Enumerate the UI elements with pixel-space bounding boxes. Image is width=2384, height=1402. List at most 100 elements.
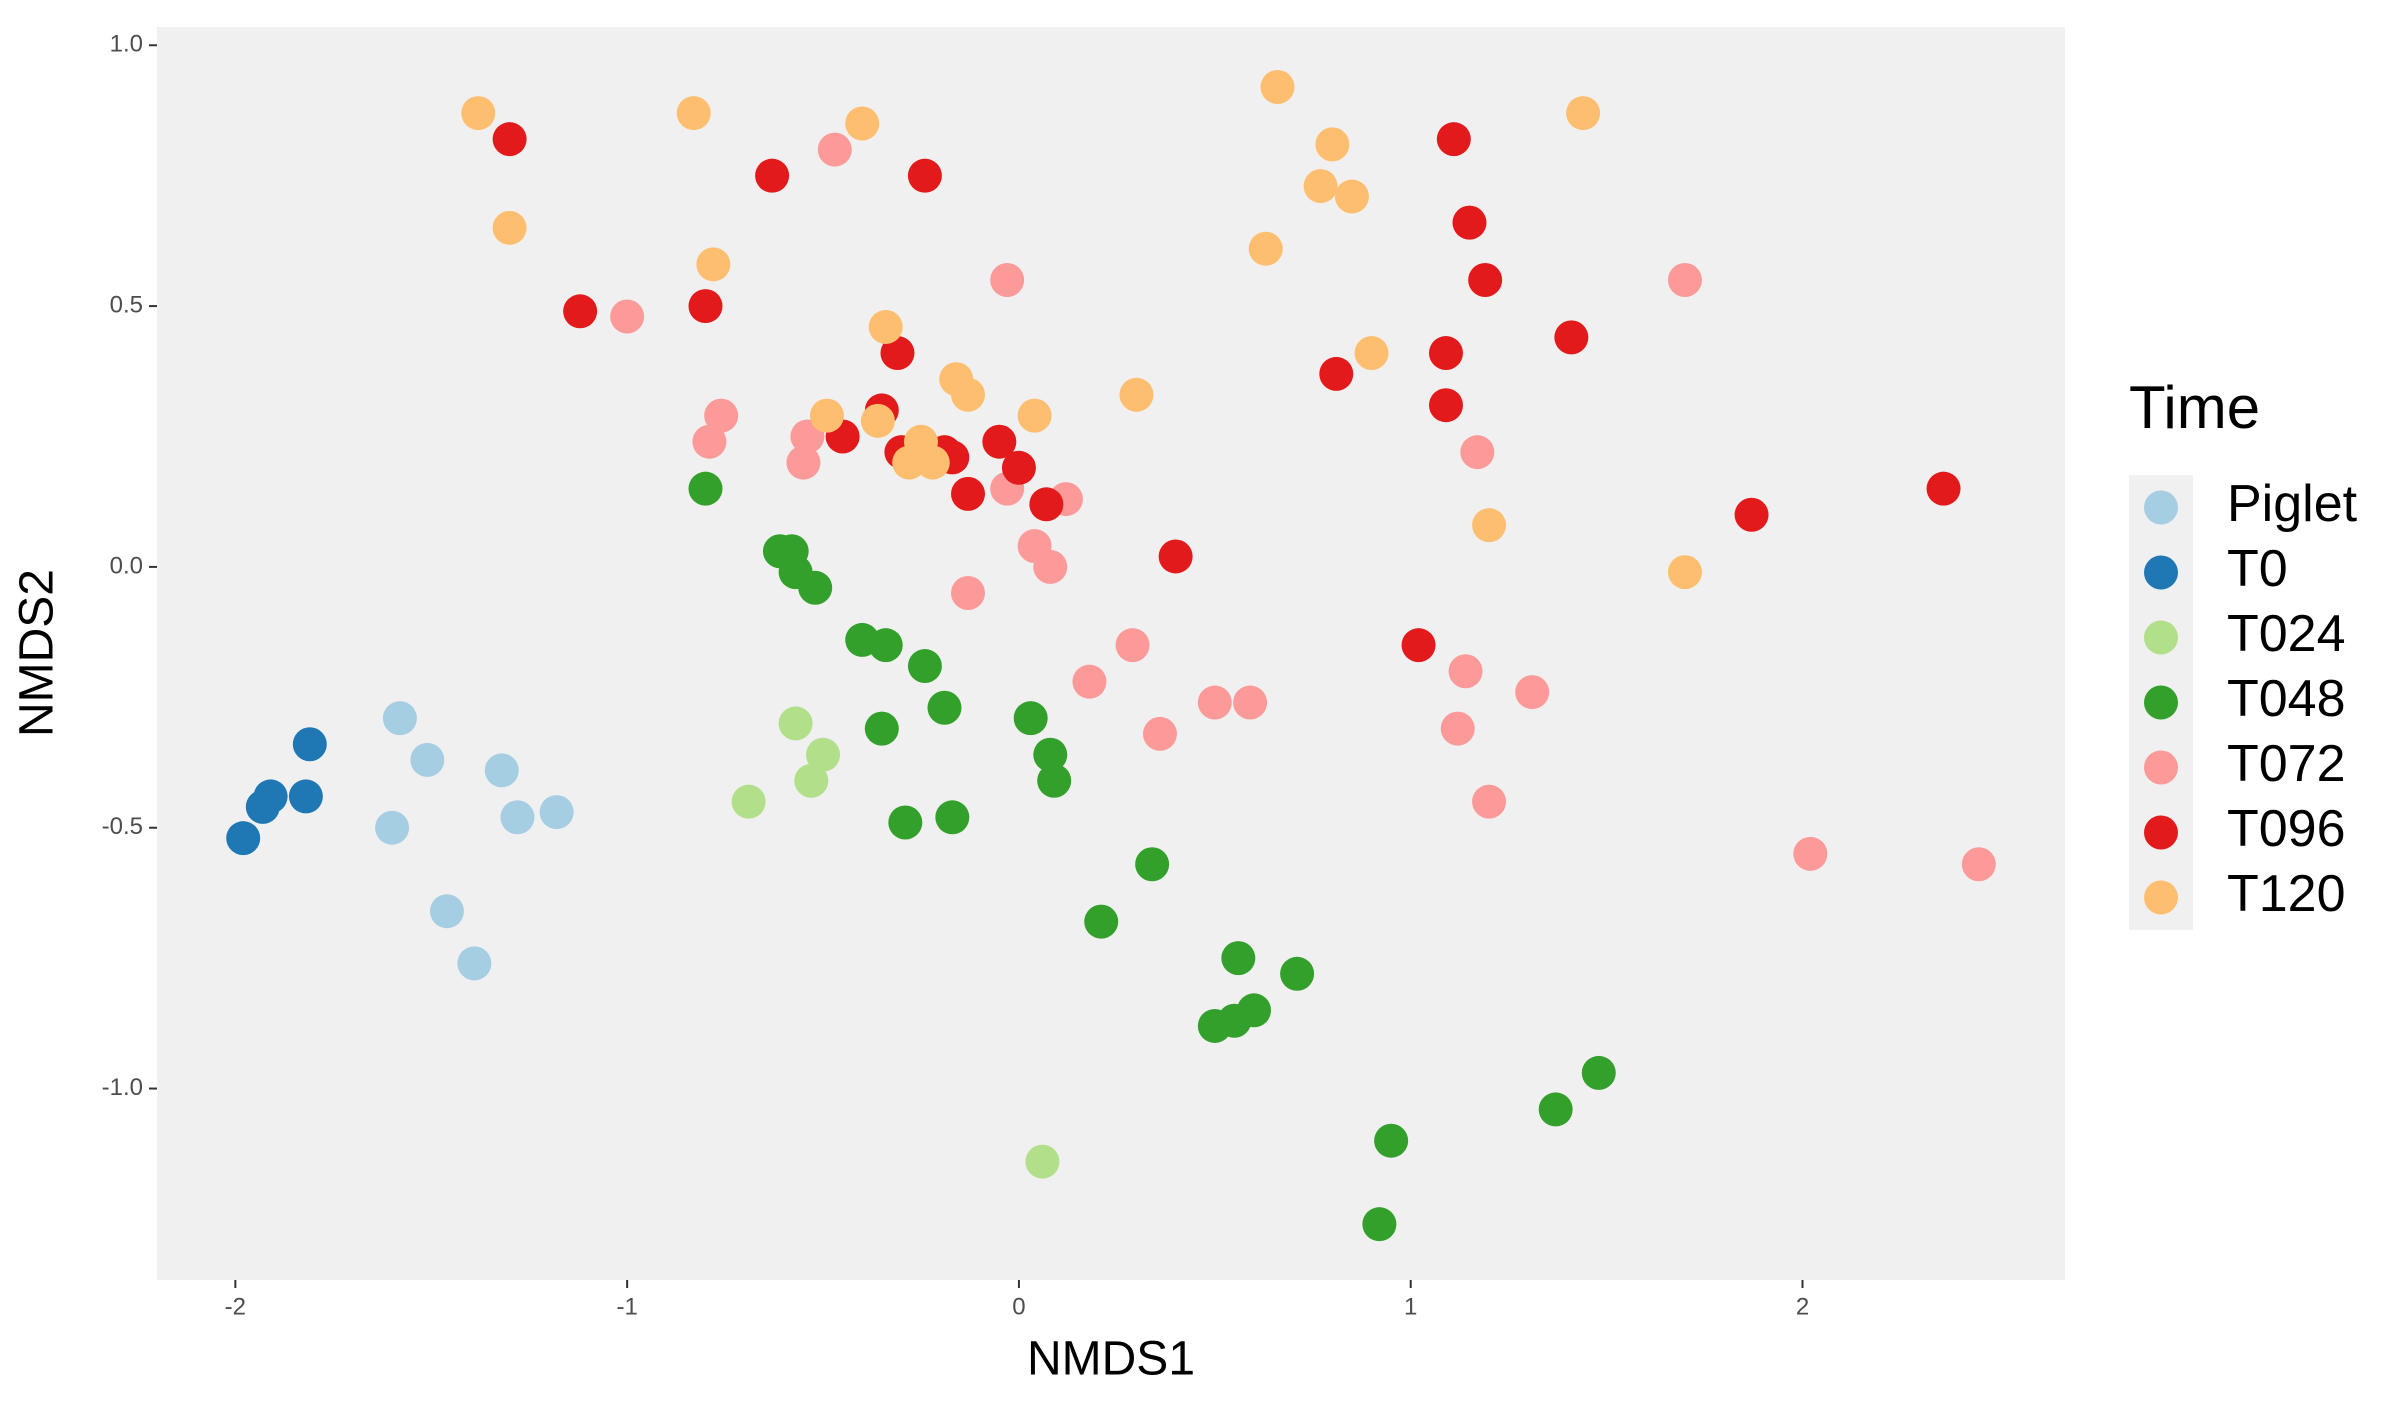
point (1033, 549, 1068, 584)
point (1135, 847, 1170, 882)
y-tick-label: 1.0 (110, 31, 143, 58)
point (731, 784, 766, 819)
point (492, 122, 527, 157)
x-tick-label: 0 (1012, 1293, 1025, 1320)
point (410, 742, 445, 777)
point (1334, 179, 1369, 214)
point (868, 628, 903, 663)
point (817, 132, 852, 167)
point (429, 894, 464, 929)
point (245, 789, 280, 824)
point (950, 575, 985, 610)
point (794, 763, 829, 798)
y-axis-title: NMDS2 (11, 569, 64, 737)
y-tick-label: 0.0 (110, 552, 143, 579)
point (226, 821, 261, 856)
point (982, 424, 1017, 459)
point (1197, 685, 1232, 720)
point (888, 805, 923, 840)
point (845, 106, 880, 141)
point (1515, 675, 1550, 710)
point (1017, 398, 1052, 433)
x-tick-label: 2 (1796, 1293, 1809, 1320)
point (1303, 169, 1338, 204)
x-axis-title: NMDS1 (1027, 1333, 1195, 1386)
point (382, 701, 417, 736)
point (935, 800, 970, 835)
point (1142, 716, 1177, 751)
point (676, 96, 711, 131)
point (1033, 737, 1068, 772)
point (500, 800, 535, 835)
point (1468, 262, 1503, 297)
point (1926, 471, 1961, 506)
legend-label: T048 (2227, 670, 2346, 728)
legend-title: Time (2129, 374, 2260, 441)
point (1428, 388, 1463, 423)
point (868, 309, 903, 344)
point (375, 810, 410, 845)
plot-panel (157, 27, 2065, 1280)
point (860, 403, 895, 438)
legend-label: T024 (2227, 605, 2346, 663)
point (1013, 701, 1048, 736)
point (1554, 320, 1589, 355)
point (1374, 1123, 1409, 1158)
point (1448, 654, 1483, 689)
point (927, 690, 962, 725)
point (457, 946, 492, 981)
point (1793, 836, 1828, 871)
point (1667, 262, 1702, 297)
point (806, 737, 841, 772)
point (1260, 69, 1295, 104)
point (1581, 1055, 1616, 1090)
x-tick-label: -2 (225, 1293, 246, 1320)
point (692, 424, 727, 459)
point (915, 445, 950, 480)
point (892, 445, 927, 480)
point (798, 570, 833, 605)
point (1319, 356, 1354, 391)
y-tick-label: -0.5 (102, 813, 143, 840)
point (1029, 487, 1064, 522)
point (1460, 435, 1495, 470)
point (1734, 497, 1769, 532)
point (1115, 628, 1150, 663)
point (755, 158, 790, 193)
point (539, 795, 574, 830)
point (696, 247, 731, 282)
legend-swatch (2144, 880, 2178, 915)
point (1233, 685, 1268, 720)
legend-label: Piglet (2227, 475, 2358, 533)
point (1428, 336, 1463, 371)
point (1001, 450, 1036, 485)
point (1072, 664, 1107, 699)
point (1401, 628, 1436, 663)
legend-label: T096 (2227, 800, 2346, 858)
point (1248, 231, 1283, 266)
point (1436, 122, 1471, 157)
point (907, 158, 942, 193)
point (950, 476, 985, 511)
point (809, 398, 844, 433)
point (1119, 377, 1154, 412)
point (1538, 1092, 1573, 1127)
point (1452, 205, 1487, 240)
legend-label: T120 (2227, 865, 2346, 923)
point (292, 727, 327, 762)
point (1158, 539, 1193, 574)
point (880, 336, 915, 371)
point (610, 299, 645, 334)
point (1472, 784, 1507, 819)
point (1362, 1207, 1397, 1242)
point (1961, 847, 1996, 882)
point (288, 779, 323, 814)
point (1315, 127, 1350, 162)
point (1472, 508, 1507, 543)
point (492, 210, 527, 245)
point (990, 262, 1025, 297)
point (1084, 904, 1119, 939)
point (1566, 96, 1601, 131)
legend-swatch (2144, 815, 2178, 850)
point (907, 649, 942, 684)
